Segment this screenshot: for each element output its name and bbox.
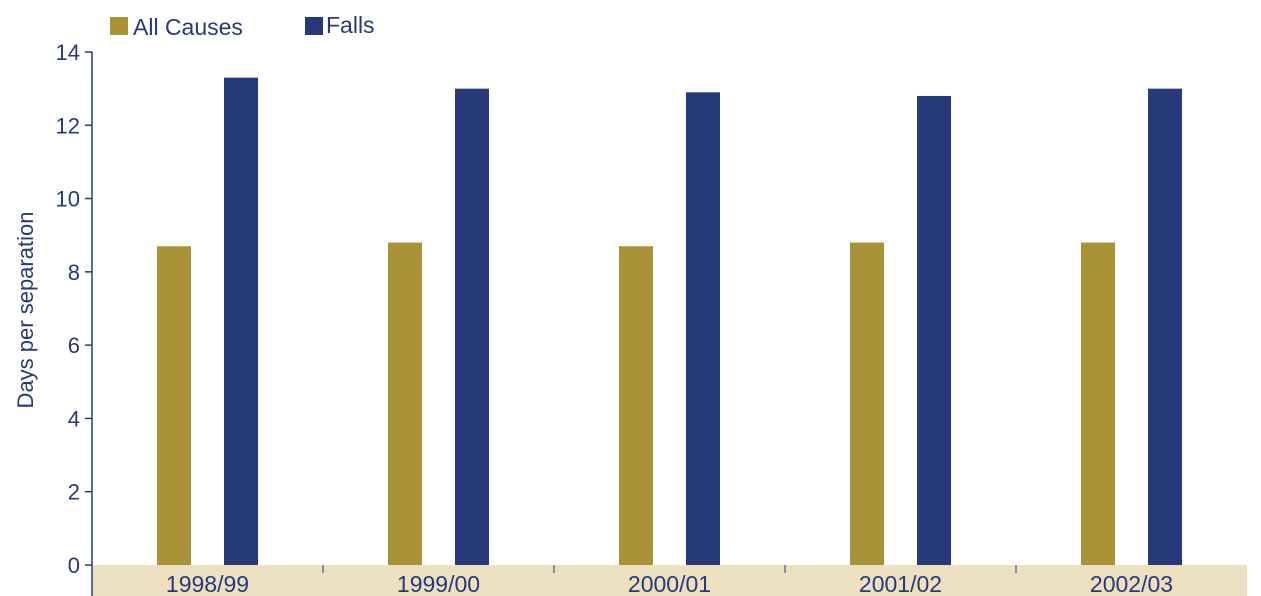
bar-all-causes <box>1081 242 1115 566</box>
bar-all-causes <box>850 242 884 566</box>
bar-falls <box>917 95 951 565</box>
y-tick-label: 12 <box>56 113 80 138</box>
bar-falls <box>224 77 258 566</box>
y-tick-label: 6 <box>68 333 80 358</box>
legend-swatch-falls <box>305 17 323 35</box>
legend-label: All Causes <box>133 14 243 40</box>
y-tick-label: 8 <box>68 260 80 285</box>
x-category-label: 2001/02 <box>859 571 942 596</box>
y-tick-label: 4 <box>68 406 80 431</box>
x-category-label: 1999/00 <box>397 571 480 596</box>
x-labels-group: 1998/99 1999/00 2000/01 2001/02 2002/03 <box>166 565 1173 596</box>
bar-all-causes <box>388 242 422 566</box>
category-band <box>92 565 1247 596</box>
y-tick-label: 2 <box>68 480 80 505</box>
bar-all-causes <box>619 246 653 565</box>
y-ticks-group: 0 2 4 6 8 10 12 14 <box>56 40 92 578</box>
bars-group <box>157 77 1182 566</box>
y-tick-label: 0 <box>68 553 80 578</box>
y-axis-title: Days per separation <box>13 212 38 409</box>
legend-swatch-all-causes <box>110 17 128 35</box>
x-category-label: 2002/03 <box>1090 571 1173 596</box>
bar-falls <box>1148 88 1182 566</box>
y-tick-label: 10 <box>56 187 80 212</box>
bar-all-causes <box>157 246 191 565</box>
x-category-label: 2000/01 <box>628 571 711 596</box>
legend-label: Falls <box>326 12 375 38</box>
bar-falls <box>455 88 489 566</box>
bar-falls <box>686 92 720 566</box>
x-category-label: 1998/99 <box>166 571 249 596</box>
y-tick-label: 14 <box>56 40 80 65</box>
legend: All Causes Falls <box>110 12 375 40</box>
